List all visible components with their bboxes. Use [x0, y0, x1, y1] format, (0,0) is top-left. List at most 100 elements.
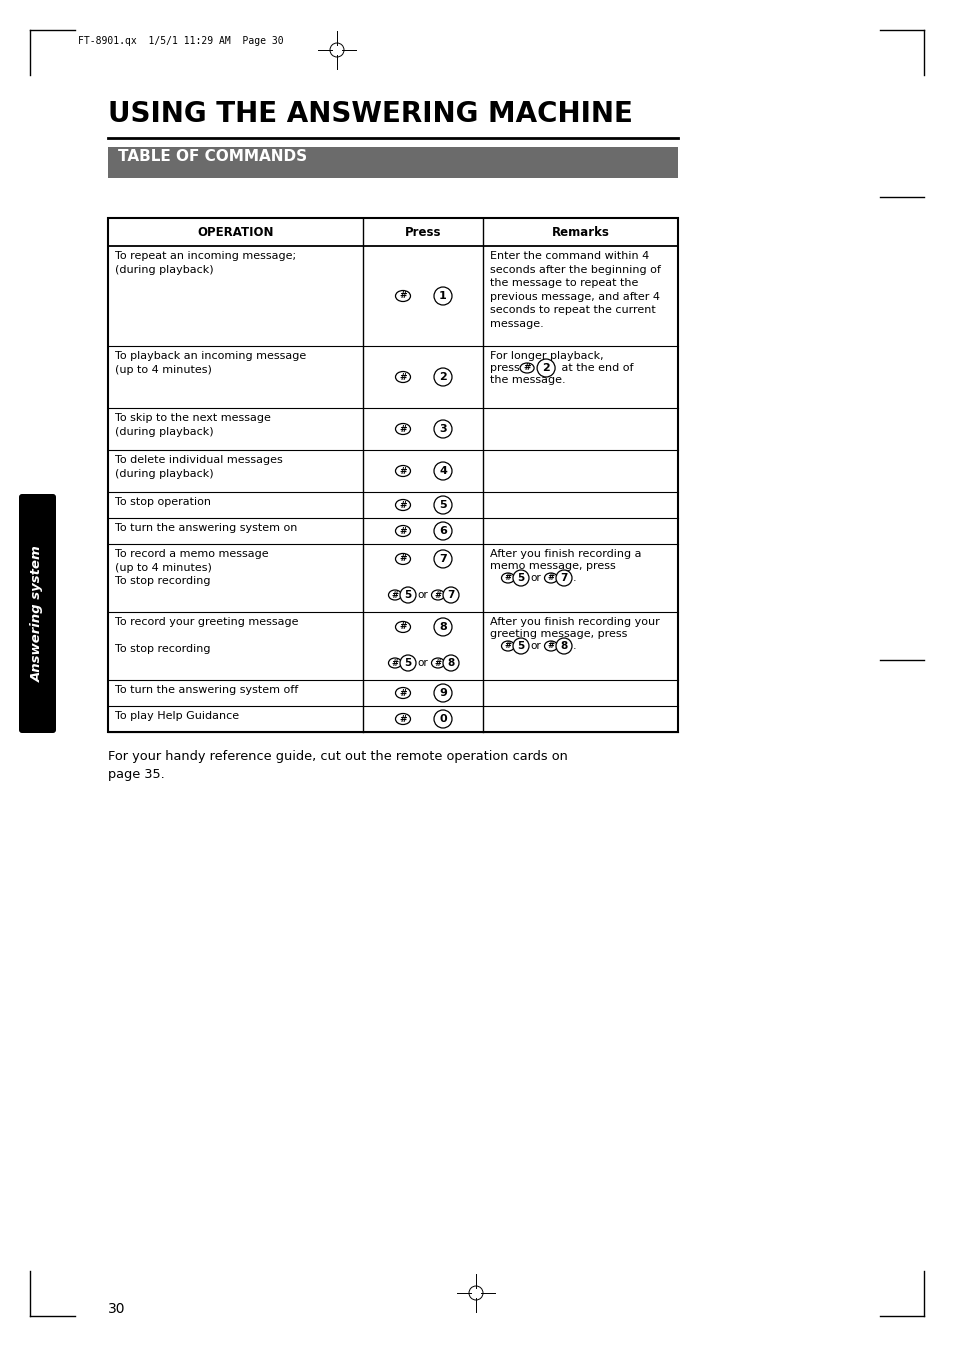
Text: After you finish recording your: After you finish recording your — [490, 617, 659, 627]
Text: 5: 5 — [404, 658, 411, 667]
Text: greeting message, press: greeting message, press — [490, 630, 627, 639]
Text: #: # — [434, 590, 441, 600]
Text: 2: 2 — [541, 363, 549, 373]
Ellipse shape — [395, 554, 410, 565]
Circle shape — [434, 521, 452, 540]
Text: 3: 3 — [438, 424, 446, 434]
Text: or: or — [417, 658, 428, 667]
Text: 30: 30 — [108, 1302, 126, 1316]
Text: at the end of: at the end of — [558, 363, 633, 373]
Text: or: or — [530, 640, 540, 651]
Circle shape — [434, 711, 452, 728]
Text: Enter the command within 4
seconds after the beginning of
the message to repeat : Enter the command within 4 seconds after… — [490, 251, 660, 330]
Circle shape — [434, 462, 452, 480]
Text: #: # — [399, 689, 406, 697]
Text: 7: 7 — [447, 590, 455, 600]
Text: For your handy reference guide, cut out the remote operation cards on
page 35.: For your handy reference guide, cut out … — [108, 750, 567, 781]
Text: To record your greeting message

To stop recording: To record your greeting message To stop … — [115, 617, 298, 654]
Text: 7: 7 — [438, 554, 446, 563]
Text: To skip to the next message
(during playback): To skip to the next message (during play… — [115, 413, 271, 436]
Text: To delete individual messages
(during playback): To delete individual messages (during pl… — [115, 455, 282, 478]
Text: 4: 4 — [438, 466, 446, 476]
Text: 5: 5 — [438, 500, 446, 509]
FancyBboxPatch shape — [19, 494, 56, 734]
Ellipse shape — [388, 658, 401, 667]
Circle shape — [434, 286, 452, 305]
Ellipse shape — [388, 590, 401, 600]
Text: 5: 5 — [517, 573, 524, 584]
Text: #: # — [547, 574, 554, 582]
Ellipse shape — [395, 713, 410, 724]
Ellipse shape — [544, 573, 557, 584]
Circle shape — [434, 367, 452, 386]
Circle shape — [399, 586, 416, 603]
Ellipse shape — [501, 573, 514, 584]
Text: #: # — [434, 658, 441, 667]
Bar — [108, 218, 678, 732]
Text: OPERATION: OPERATION — [197, 226, 274, 239]
Circle shape — [513, 570, 529, 586]
Text: To turn the answering system on: To turn the answering system on — [115, 523, 297, 534]
Circle shape — [434, 550, 452, 567]
Circle shape — [434, 684, 452, 703]
Ellipse shape — [395, 621, 410, 632]
Text: #: # — [399, 424, 406, 434]
Circle shape — [513, 638, 529, 654]
Ellipse shape — [395, 290, 410, 301]
Text: #: # — [399, 623, 406, 631]
Text: .: . — [573, 573, 576, 584]
Text: or: or — [530, 573, 540, 584]
Text: To stop operation: To stop operation — [115, 497, 211, 507]
Circle shape — [537, 359, 555, 377]
Text: Remarks: Remarks — [551, 226, 609, 239]
Text: memo message, press: memo message, press — [490, 561, 615, 571]
Ellipse shape — [395, 688, 410, 698]
Text: Answering system: Answering system — [30, 544, 44, 682]
Text: #: # — [399, 715, 406, 724]
Text: #: # — [399, 466, 406, 476]
Text: 9: 9 — [438, 688, 446, 698]
Ellipse shape — [501, 640, 514, 651]
Text: TABLE OF COMMANDS: TABLE OF COMMANDS — [118, 149, 307, 163]
Text: To play Help Guidance: To play Help Guidance — [115, 711, 239, 721]
Text: FT-8901.qx  1/5/1 11:29 AM  Page 30: FT-8901.qx 1/5/1 11:29 AM Page 30 — [78, 36, 283, 46]
Text: Press: Press — [404, 226, 441, 239]
Text: To repeat an incoming message;
(during playback): To repeat an incoming message; (during p… — [115, 251, 295, 274]
Text: 6: 6 — [438, 526, 446, 536]
Ellipse shape — [395, 466, 410, 477]
Text: #: # — [399, 554, 406, 563]
Text: 5: 5 — [404, 590, 411, 600]
Text: #: # — [504, 642, 511, 650]
Text: 8: 8 — [447, 658, 455, 667]
Text: 7: 7 — [559, 573, 567, 584]
Text: or: or — [417, 590, 428, 600]
Circle shape — [556, 570, 572, 586]
Text: #: # — [399, 292, 406, 300]
Text: 8: 8 — [559, 640, 567, 651]
Text: #: # — [547, 642, 554, 650]
Circle shape — [442, 586, 458, 603]
Text: For longer playback,: For longer playback, — [490, 351, 603, 361]
Ellipse shape — [431, 590, 444, 600]
Ellipse shape — [395, 423, 410, 435]
Circle shape — [556, 638, 572, 654]
Text: After you finish recording a: After you finish recording a — [490, 549, 640, 559]
Text: #: # — [391, 590, 398, 600]
Text: #: # — [391, 658, 398, 667]
Text: 1: 1 — [438, 290, 446, 301]
Circle shape — [434, 420, 452, 438]
Ellipse shape — [544, 640, 557, 651]
Text: 0: 0 — [438, 713, 446, 724]
Text: #: # — [399, 500, 406, 509]
Bar — [108, 147, 678, 178]
Text: #: # — [399, 373, 406, 381]
Text: 2: 2 — [438, 372, 446, 382]
Text: press: press — [490, 363, 526, 373]
Text: the message.: the message. — [490, 376, 565, 385]
Circle shape — [434, 617, 452, 636]
Text: USING THE ANSWERING MACHINE: USING THE ANSWERING MACHINE — [108, 100, 632, 128]
Text: #: # — [399, 527, 406, 535]
Ellipse shape — [395, 526, 410, 536]
Text: 8: 8 — [438, 621, 446, 632]
Ellipse shape — [519, 363, 534, 373]
